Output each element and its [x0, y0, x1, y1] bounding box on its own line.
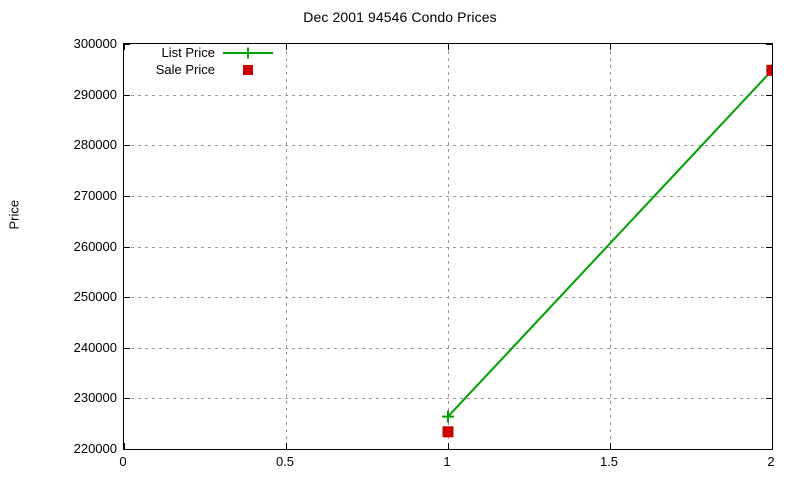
line-cross-marker-icon [221, 46, 275, 60]
y-tick-label: 300000 [73, 36, 117, 51]
y-tick-label: 270000 [73, 187, 117, 203]
y-tick-label: 220000 [73, 441, 117, 456]
plot-graphics [124, 44, 772, 449]
legend-item-list-price: List Price [140, 44, 275, 61]
x-tick-label: 1.5 [599, 454, 619, 469]
x-tick-label: 2 [767, 454, 775, 469]
y-tick-label: 230000 [73, 390, 117, 406]
square-marker [766, 64, 772, 76]
legend-label-list-price: List Price [161, 45, 215, 60]
y-tick-label: 290000 [73, 86, 117, 102]
legend: List Price Sale Price [140, 44, 275, 78]
plot-inner [124, 44, 772, 449]
square-marker-icon [221, 63, 275, 77]
legend-label-sale-price: Sale Price [155, 62, 215, 77]
plot-area [123, 43, 773, 450]
cross-marker [442, 410, 454, 423]
x-axis-tick-labels: 0 0.5 1 1.5 2 [119, 454, 775, 475]
x-tick-label: 1 [443, 454, 451, 469]
x-tick-label: 0.5 [275, 454, 295, 469]
page-title: Dec 2001 94546 Condo Prices [303, 9, 497, 25]
square-marker [442, 426, 454, 438]
data-line-list-price [447, 69, 772, 418]
x-tick-label: 0 [119, 454, 127, 469]
y-tick-label: 240000 [73, 339, 117, 355]
y-axis-label: Price [6, 199, 22, 230]
y-tick-label: 280000 [73, 137, 117, 153]
y-tick-label: 260000 [73, 238, 117, 254]
y-tick-label: 250000 [73, 289, 117, 305]
legend-item-sale-price: Sale Price [140, 61, 275, 78]
y-axis-tick-labels: 220000 230000 240000 250000 260000 270000 2800… [45, 37, 117, 455]
